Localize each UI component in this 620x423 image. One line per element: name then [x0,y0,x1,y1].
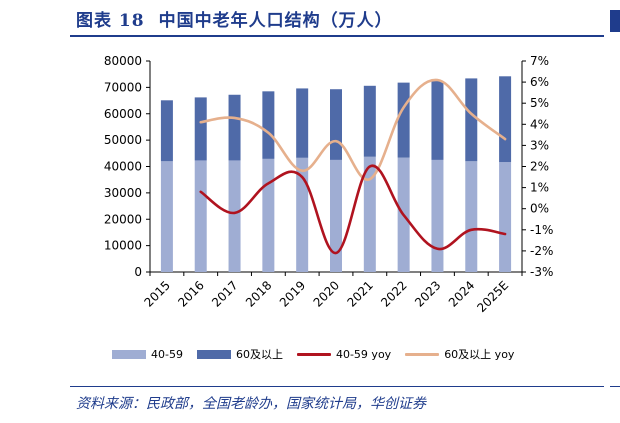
legend-label-60plus: 60及以上 [235,348,283,361]
chart-area: 0 10000 20000 30000 40000 50000 60000 70000 8000… [104,54,554,315]
line-40-59-yoy [199,164,507,255]
bar-40-59 [194,160,207,272]
figure-number: 图表 18 [76,11,145,31]
source-rule [70,386,604,387]
legend-line-40-59-yoy [296,352,331,356]
bar-60plus [160,100,173,162]
legend-label-40-59: 40-59 [151,347,183,361]
bar-40-59 [160,161,173,272]
bar-60plus [465,78,478,162]
y-right-tick-label: 1% [530,181,549,195]
y-left-tick-label: 50000 [104,133,142,147]
y-right-tick-label: 6% [530,75,549,89]
legend-swatch-40-59 [112,349,146,359]
legend-swatch-60plus [196,349,231,359]
bar-40-59 [431,159,444,272]
figure-title-text: 中国中老年人口结构（万人） [158,11,393,31]
y-left-tick-label: 20000 [104,212,142,226]
bar-60plus [397,82,410,158]
bar-60plus [296,88,309,158]
y-right-tick-label: 7% [530,54,549,68]
x-tick-label: 2018 [243,278,274,309]
y-right-tick-label: 5% [530,96,549,110]
legend-item-60plus: 60及以上 [196,346,283,362]
y-left-tick-label: 0 [134,265,142,279]
y-right-tick-label: -3% [530,265,553,279]
title-rule [70,35,604,37]
x-tick-label: 2021 [344,278,375,309]
legend-label-60plus-yoy: 60及以上 yoy [444,348,515,361]
y-left-tick-label: 80000 [104,54,142,68]
bar-60plus [228,94,241,161]
y-right-tick-label: 0% [530,202,549,216]
bar-40-59 [262,158,275,272]
bar-40-59 [330,159,342,272]
bar-40-59 [499,162,512,272]
bar-60plus [194,97,207,161]
x-tick-label: 2015 [142,278,173,309]
adjacent-panel-edge [610,10,620,32]
adjacent-panel-rule [610,386,620,387]
x-tick-label: 2025E [474,278,511,315]
y-left-tick-label: 10000 [104,239,142,253]
bar-40-59 [363,156,376,272]
y-left-tick-label: 60000 [104,107,142,121]
x-tick-label: 2020 [311,278,342,309]
legend-item-40-59: 40-59 [112,348,183,361]
legend-item-60plus-yoy: 60及以上 yoy [405,346,514,362]
bar-40-59 [228,160,241,272]
legend-label-40-59-yoy: 40-59 yoy [335,347,392,361]
y-right-tick-label: 4% [530,117,549,131]
bar-40-59 [296,157,309,272]
bar-60plus [431,81,444,160]
line-60plus-yoy [199,78,507,181]
source-note: 资料来源：民政部，全国老龄办，国家统计局，华创证券 [76,396,426,412]
y-left-tick-label: 30000 [104,186,142,200]
chart-legend: 40-59 60及以上 40-59 yoy 60及以上 yoy [112,346,528,362]
y-right-tick-label: 2% [530,160,549,174]
y-left-tick-label: 70000 [104,80,142,94]
y-right-tick-label: 3% [530,138,549,152]
x-tick-label: 2016 [175,278,206,309]
y-left-tick-label: 40000 [104,160,142,174]
legend-item-40-59-yoy: 40-59 yoy [296,347,392,361]
bar-60plus [330,89,342,160]
y-right-tick-label: -2% [530,244,553,258]
x-tick-label: 2017 [209,278,240,309]
x-tick-label: 2023 [412,278,443,309]
y-right-tick-label: -1% [530,223,553,237]
bar-60plus [363,85,376,157]
x-tick-label: 2024 [446,278,477,309]
bar-40-59 [465,161,478,272]
x-tick-label: 2019 [277,278,308,309]
bar-60plus [499,76,512,163]
bar-60plus [262,91,275,159]
x-tick-label: 2022 [378,278,409,309]
legend-line-60plus-yoy [405,352,440,356]
figure-title: 图表 18 中国中老年人口结构（万人） [76,6,393,31]
